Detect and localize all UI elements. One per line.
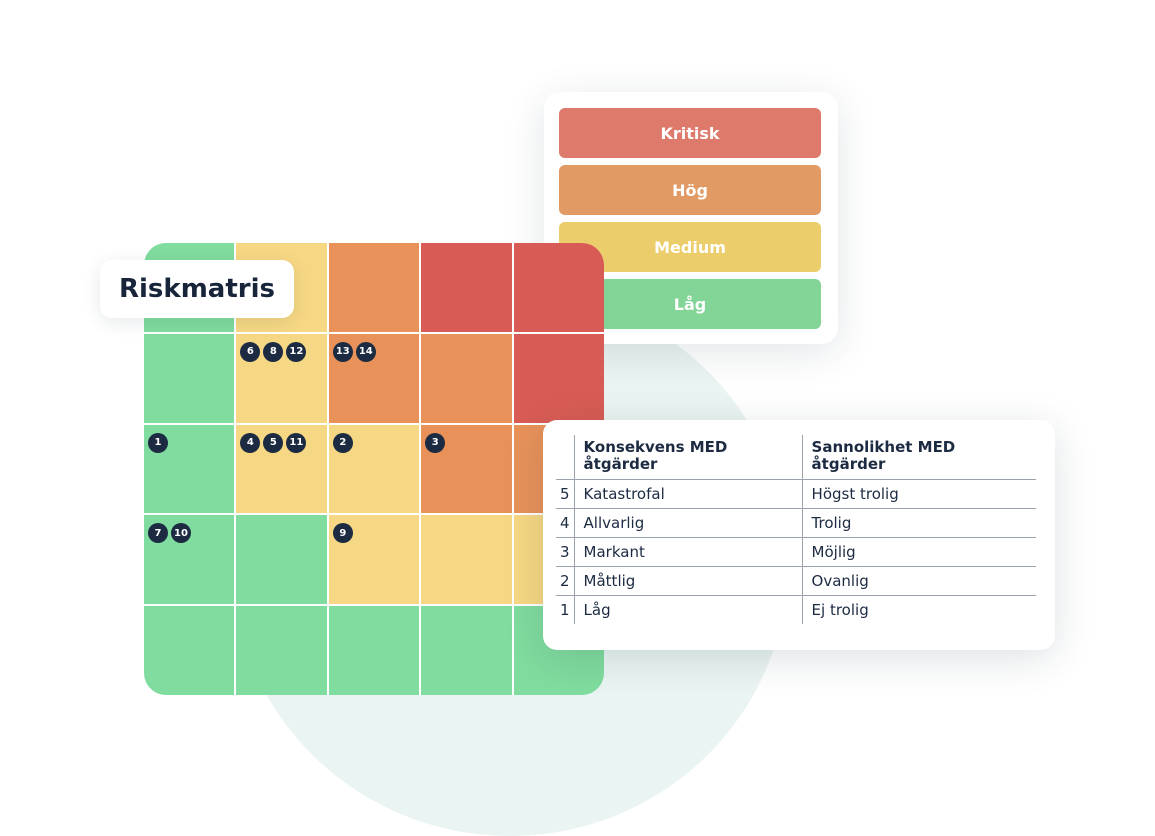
matrix-cell [328,606,420,695]
matrix-cell: 13 14 [328,333,420,423]
matrix-cell [421,515,512,605]
risk-marker: 10 [171,523,191,544]
matrix-cell [421,243,512,332]
matrix-cell [144,606,235,695]
risk-marker: 3 [425,432,446,453]
risk-marker: 12 [286,341,307,362]
risk-markers: 4 5 11 [240,432,307,453]
matrix-cell: 9 [328,515,420,605]
matrix-cell [421,606,512,695]
scale-table: Konsekvens MED åtgärder Sannolikhet MED … [556,435,1036,624]
risk-marker: 4 [240,432,261,453]
risk-markers: 13 14 [332,341,376,362]
risk-markers: 6 8 12 [240,341,307,362]
table-cell-sannolikhet: Möjlig [802,537,1036,567]
matrix-cell [513,333,604,423]
table-cell-sannolikhet: Trolig [802,508,1036,538]
table-row: 3 Markant Möjlig [556,537,1036,567]
risk-markers: 2 [332,432,353,453]
risk-marker: 1 [148,432,168,453]
matrix-cell [328,243,420,332]
table-cell-konsekvens: Måttlig [574,566,803,596]
table-cell-sannolikhet: Ej trolig [802,595,1036,624]
risk-marker: 11 [286,432,307,453]
table-header-sannolikhet: Sannolikhet MED åtgärder [811,438,956,473]
table-row: 4 Allvarlig Trolig [556,508,1036,538]
risk-marker: 2 [332,432,353,453]
risk-legend-card: Kritisk Hög Medium Låg [544,92,838,344]
scale-table-card: Konsekvens MED åtgärder Sannolikhet MED … [543,420,1055,650]
matrix-cell: 3 [421,424,512,514]
matrix-cell [421,333,512,423]
table-row: 1 Låg Ej trolig [556,595,1036,624]
matrix-cell: 4 5 11 [236,424,327,514]
risk-marker: 6 [240,341,261,362]
risk-marker: 5 [263,432,284,453]
table-cell-konsekvens: Katastrofal [574,479,803,509]
table-cell-num: 5 [556,479,575,509]
matrix-cell: 2 [328,424,420,514]
risk-marker: 9 [332,523,353,544]
table-row: 2 Måttlig Ovanlig [556,566,1036,596]
matrix-cell: 1 [144,424,235,514]
table-cell-num: 2 [556,566,575,596]
legend-item-hog: Hög [559,165,821,215]
matrix-cell: 6 8 12 [236,333,327,423]
risk-matrix-grid: 6 8 12 13 14 1 4 5 11 2 3 7 10 9 [144,243,604,695]
table-cell-num: 4 [556,508,575,538]
risk-marker: 13 [332,341,353,362]
table-cell-konsekvens: Allvarlig [574,508,803,538]
table-row: 5 Katastrofal Högst trolig [556,479,1036,509]
table-header-num [556,435,575,480]
risk-marker: 8 [263,341,284,362]
matrix-cell [236,515,327,605]
matrix-cell [144,333,235,423]
table-header-row: Konsekvens MED åtgärder Sannolikhet MED … [556,435,1036,480]
table-cell-konsekvens: Markant [574,537,803,567]
table-cell-num: 3 [556,537,575,567]
table-cell-konsekvens: Låg [574,595,803,624]
risk-markers: 7 10 [148,523,191,544]
table-cell-sannolikhet: Ovanlig [802,566,1036,596]
risk-markers: 3 [425,432,446,453]
table-cell-sannolikhet: Högst trolig [802,479,1036,509]
matrix-cell [513,243,604,332]
page-title: Riskmatris [100,260,294,318]
risk-marker: 7 [148,523,168,544]
table-cell-num: 1 [556,595,575,624]
legend-item-kritisk: Kritisk [559,108,821,158]
risk-marker: 14 [355,341,376,362]
matrix-cell [236,606,327,695]
risk-markers: 9 [332,523,353,544]
risk-markers: 1 [148,432,168,453]
table-header-konsekvens: Konsekvens MED åtgärder [574,435,803,480]
matrix-cell: 7 10 [144,515,235,605]
